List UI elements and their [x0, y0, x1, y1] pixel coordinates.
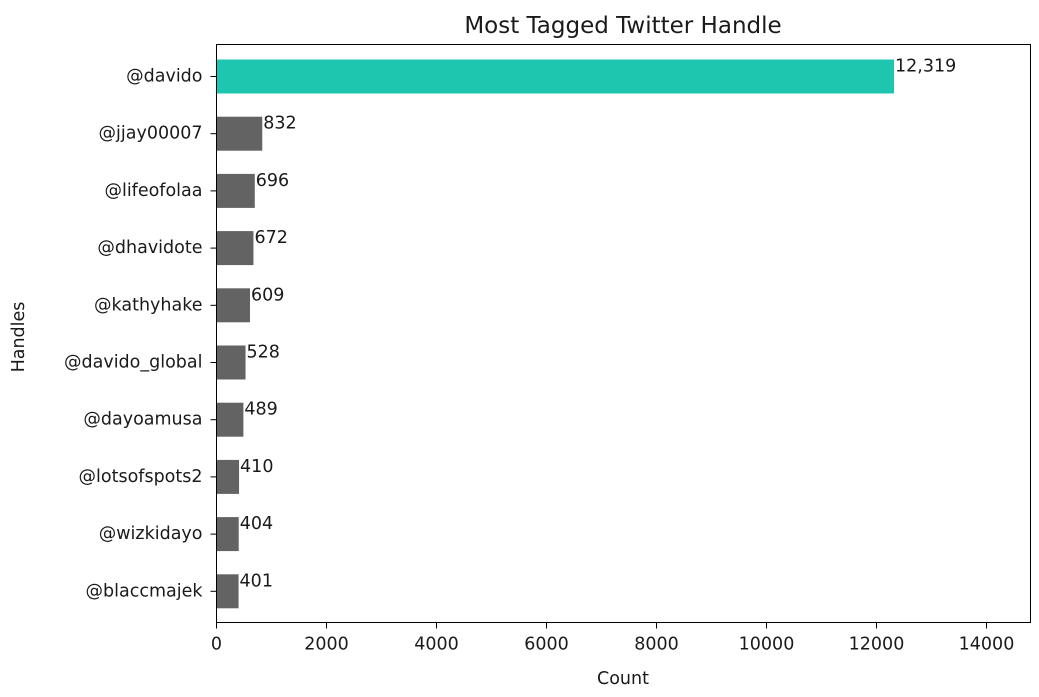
y-tick-label: @kathyhake [94, 295, 202, 315]
plot-frame [216, 44, 1031, 623]
x-axis-label: Count [597, 669, 649, 689]
bar-jjay00007 [216, 116, 263, 151]
y-tick-label: @dhavidote [97, 238, 202, 258]
y-tick-label: @lifeofolaa [104, 181, 202, 201]
bar-value-label: 404 [240, 514, 273, 534]
chart-title: Most Tagged Twitter Handle [464, 13, 781, 39]
bars-layer [216, 59, 895, 609]
y-tick-label: @davido [126, 67, 202, 87]
x-tick-label: 8000 [634, 635, 679, 655]
bar-davido [216, 59, 895, 94]
bar-value-label: 609 [251, 285, 284, 305]
bar-value-label: 489 [244, 400, 277, 420]
value-labels-layer: 12,319 832 696 672 609 528 489 410 404 401 [240, 57, 957, 592]
y-tick-label: @dayoamusa [83, 410, 202, 430]
bar-value-label: 672 [254, 228, 287, 248]
y-tick-label: @blaccmajek [86, 581, 204, 601]
y-tick-label: @lotsofspots2 [79, 467, 203, 487]
bar-value-label: 12,319 [895, 57, 956, 77]
bar-lotsofspots2 [216, 459, 240, 494]
x-tick-label: 0 [211, 635, 222, 655]
y-tick-label: @jjay00007 [99, 124, 203, 144]
bar-value-label: 696 [256, 171, 289, 191]
bar-value-label: 832 [263, 114, 296, 134]
ticks-layer: @davido @jjay00007 @lifeofolaa @dhavidote @k… [64, 67, 1014, 655]
x-tick-label: 2000 [304, 635, 349, 655]
bar-wizkidayo [216, 517, 239, 552]
bar-dhavidote [216, 231, 254, 266]
bar-dayoamusa [216, 402, 244, 437]
y-tick-label: @wizkidayo [99, 524, 203, 544]
y-tick-label: @davido_global [64, 353, 203, 373]
y-axis-label: Handles [9, 302, 29, 373]
bar-blaccmajek [216, 574, 239, 609]
bar-lifeofolaa [216, 173, 255, 208]
x-tick-label: 6000 [524, 635, 569, 655]
x-tick-label: 4000 [414, 635, 459, 655]
x-tick-label: 12000 [849, 635, 905, 655]
bar-kathyhake [216, 288, 250, 323]
bar-davidoglobal [216, 345, 246, 380]
bar-value-label: 401 [240, 571, 273, 591]
bar-value-label: 528 [247, 343, 280, 363]
x-tick-label: 10000 [739, 635, 795, 655]
bar-value-label: 410 [240, 457, 273, 477]
x-tick-label: 14000 [959, 635, 1015, 655]
